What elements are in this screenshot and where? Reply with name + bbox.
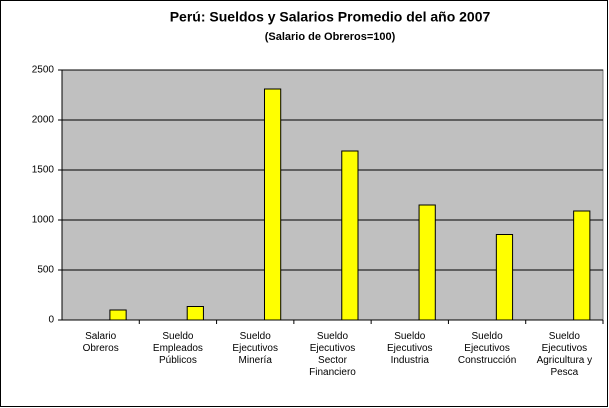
chart-title: Perú: Sueldos y Salarios Promedio del añ… — [170, 9, 491, 25]
y-tick-label: 0 — [48, 315, 54, 326]
y-tick-label: 1000 — [32, 215, 55, 226]
bar — [109, 309, 127, 321]
bar — [573, 210, 591, 321]
y-tick-label: 500 — [37, 265, 54, 276]
bar — [418, 204, 436, 321]
x-tick-label: Sueldo Ejecutivos Agricultura y Pesca — [537, 331, 593, 378]
x-tick-label: Sueldo Ejecutivos Industria — [387, 331, 433, 366]
y-tick-label: 2500 — [32, 65, 55, 76]
x-tick-label: Sueldo Ejecutivos Sector Financiero — [309, 331, 356, 378]
chart-subtitle: (Salario de Obreros=100) — [265, 31, 396, 43]
x-tick-label: Sueldo Ejecutivos Construcción — [458, 331, 516, 366]
x-tick-label: Sueldo Empleados Públicos — [153, 331, 203, 366]
bar — [341, 150, 359, 321]
x-tick-label: Salario Obreros — [83, 331, 119, 354]
bar — [495, 234, 514, 321]
y-tick-label: 2000 — [32, 115, 55, 126]
x-tick-label: Sueldo Ejecutivos Minería — [232, 331, 278, 366]
y-tick-label: 1500 — [32, 165, 55, 176]
plot-area — [61, 69, 604, 321]
bar — [186, 306, 204, 321]
bar — [263, 88, 282, 321]
